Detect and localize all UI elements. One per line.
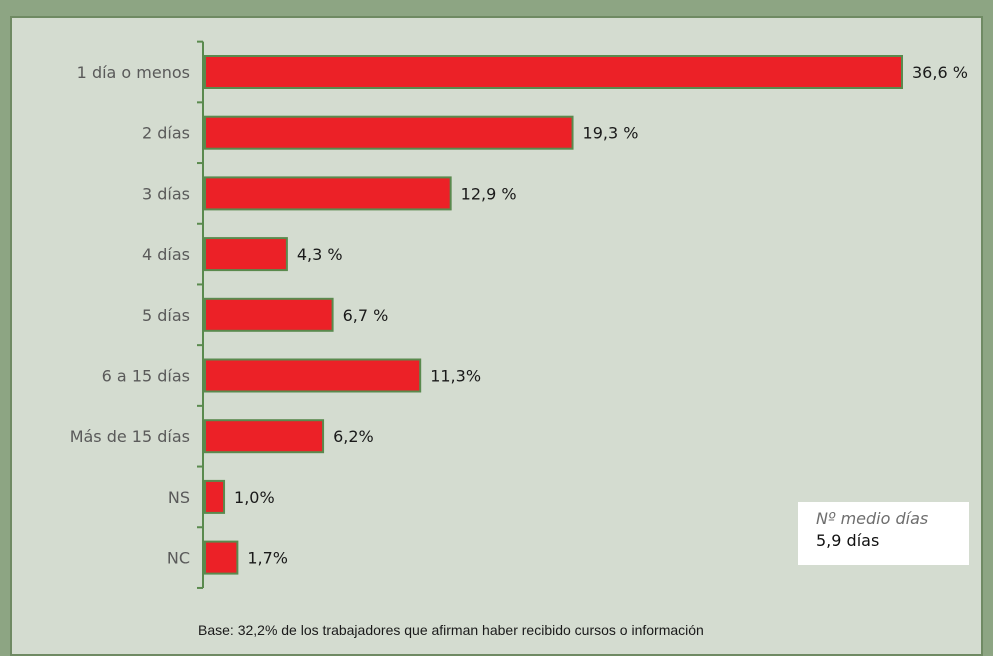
value-label: 11,3% (430, 367, 481, 386)
value-label: 1,0% (234, 488, 275, 507)
category-label: 6 a 15 días (102, 367, 190, 386)
average-days-value: 5,9 días (816, 531, 880, 550)
bar (204, 55, 903, 89)
bar (204, 237, 288, 272)
category-label: 1 día o menos (77, 63, 190, 82)
value-label: 6,7 % (343, 306, 389, 325)
value-label: 6,2% (333, 427, 374, 446)
category-label: 5 días (142, 306, 190, 325)
category-label: NS (168, 488, 190, 507)
bar (204, 358, 422, 393)
base-footnote: Base: 32,2% de los trabajadores que afir… (198, 622, 704, 638)
bar (204, 419, 325, 454)
category-label: Más de 15 días (70, 427, 190, 446)
average-days-box: Nº medio días 5,9 días (798, 502, 969, 565)
value-label: 36,6 % (912, 63, 968, 82)
bar (204, 479, 226, 514)
bar (204, 540, 239, 575)
bar (204, 176, 452, 211)
category-label: NC (167, 549, 190, 568)
value-label: 1,7% (247, 549, 288, 568)
category-label: 2 días (142, 124, 190, 143)
category-label: 3 días (142, 184, 190, 203)
value-label: 19,3 % (583, 124, 639, 143)
category-label: 4 días (142, 245, 190, 264)
bar (204, 297, 334, 332)
value-label: 12,9 % (461, 184, 517, 203)
average-days-title: Nº medio días (816, 509, 929, 528)
bar (204, 115, 574, 150)
value-label: 4,3 % (297, 245, 343, 264)
